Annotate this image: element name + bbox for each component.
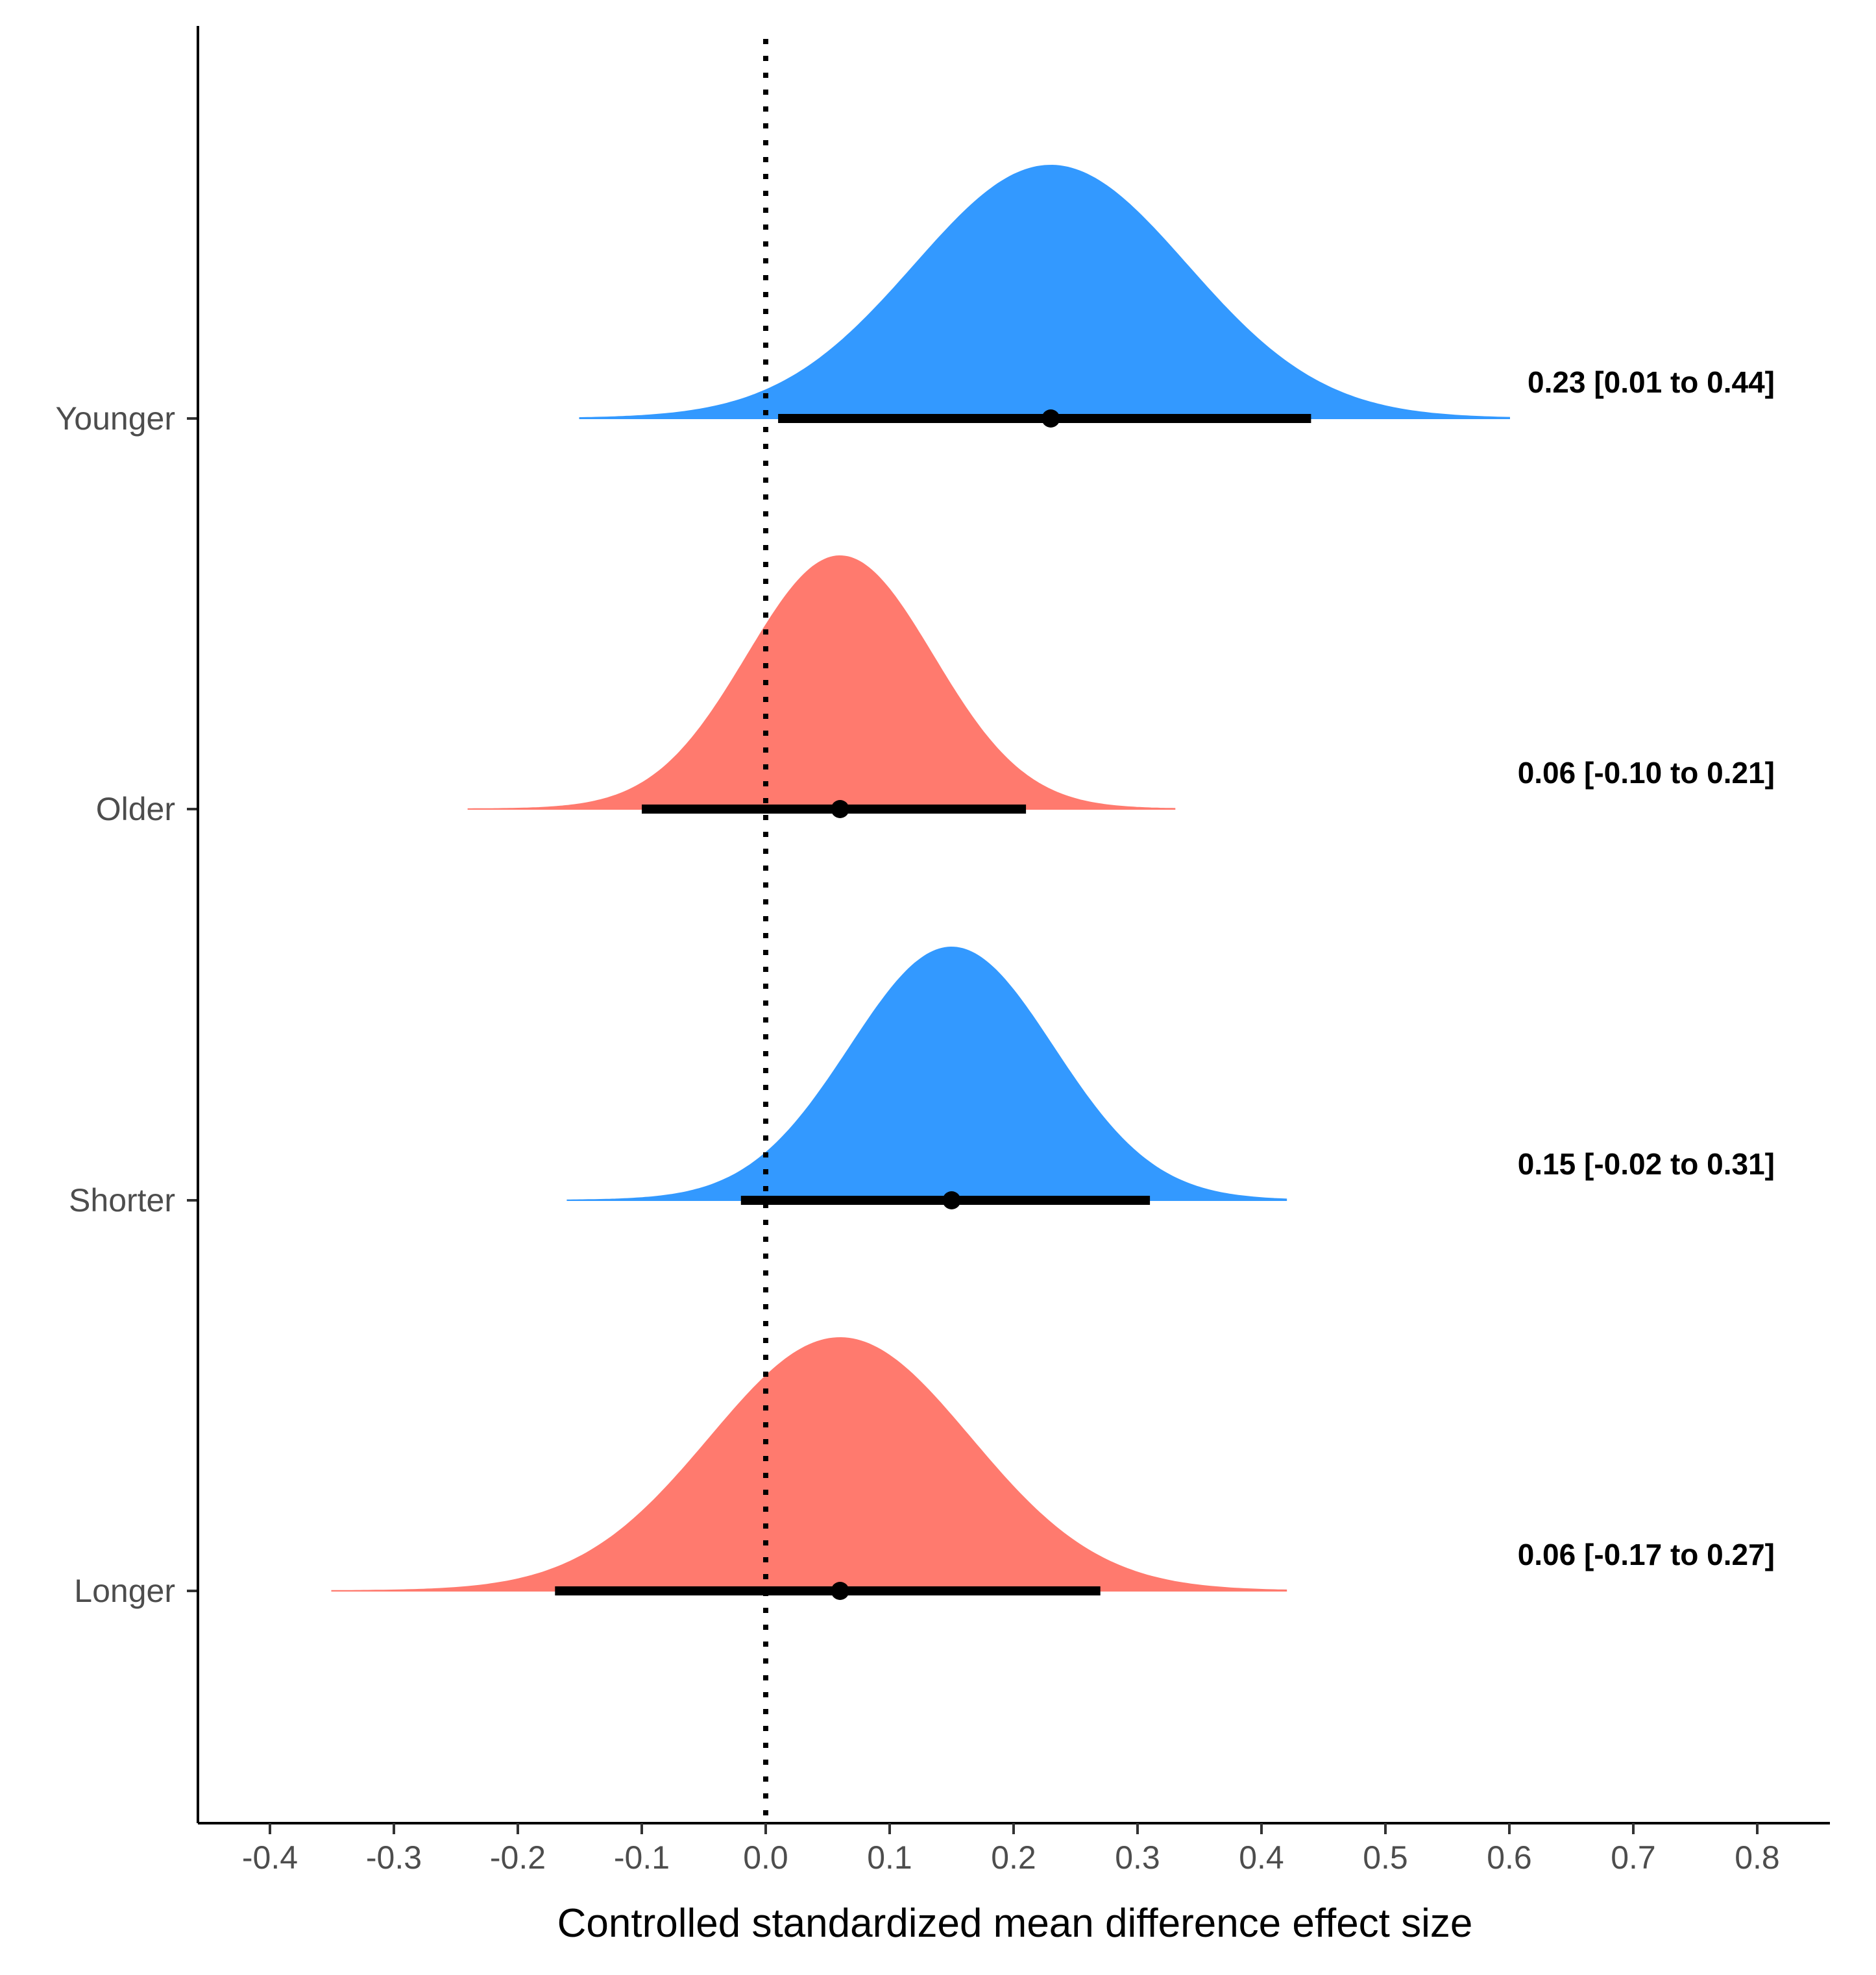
annotation-layer: 0.23 [0.01 to 0.44] 0.06 [-0.10 to 0.21] 0… [1518, 365, 1775, 1571]
x-tick-label: 0.6 [1487, 1839, 1532, 1876]
y-tick-label-older: Older [96, 791, 175, 827]
x-tick-label: 0.8 [1735, 1839, 1780, 1876]
point-estimate-younger [1042, 409, 1060, 428]
point-estimate-shorter [942, 1191, 961, 1209]
x-tick-label: 0.3 [1115, 1839, 1160, 1876]
annotation-older: 0.06 [-0.10 to 0.21] [1518, 756, 1775, 790]
point-estimate-older [831, 800, 849, 818]
x-tick-label: -0.1 [614, 1839, 670, 1876]
x-tick-label: 0.2 [991, 1839, 1036, 1876]
x-tick-label: 0.4 [1239, 1839, 1284, 1876]
density-shorter [566, 946, 1287, 1201]
annotation-younger: 0.23 [0.01 to 0.44] [1528, 365, 1775, 399]
point-estimate-longer [831, 1582, 849, 1600]
x-tick-label: -0.2 [490, 1839, 546, 1876]
y-tick-label-younger: Younger [56, 400, 175, 437]
axes-layer: Younger Older Shorter Longer -0.4 -0.3 -0.2 -0.… [56, 26, 1830, 1876]
y-tick-label-shorter: Shorter [69, 1182, 175, 1218]
annotation-longer: 0.06 [-0.17 to 0.27] [1518, 1538, 1775, 1571]
density-layer [331, 164, 1510, 1592]
density-younger [579, 164, 1510, 419]
density-longer [331, 1337, 1287, 1592]
density-older [467, 555, 1176, 810]
x-tick-label: -0.3 [366, 1839, 422, 1876]
annotation-shorter: 0.15 [-0.02 to 0.31] [1518, 1147, 1775, 1181]
interval-layer [555, 409, 1311, 1600]
x-axis-title: Controlled standardized mean difference … [557, 1901, 1473, 1946]
x-tick-label: 0.1 [867, 1839, 912, 1876]
x-tick-label: 0.7 [1611, 1839, 1656, 1876]
x-tick-label: 0.5 [1363, 1839, 1408, 1876]
x-tick-label: -0.4 [242, 1839, 298, 1876]
y-tick-label-longer: Longer [74, 1573, 175, 1609]
x-tick-label: 0.0 [743, 1839, 788, 1876]
